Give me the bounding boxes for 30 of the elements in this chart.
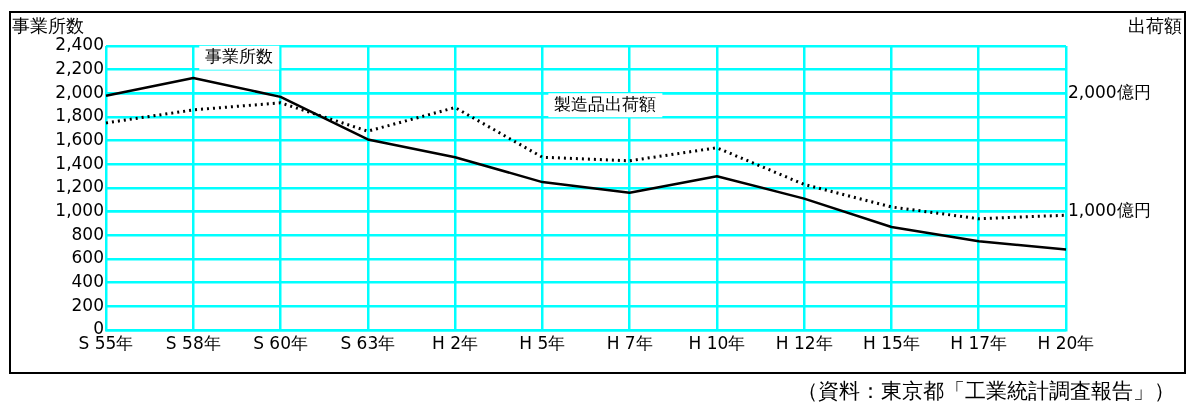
y2-tick-label: 1,000億円 — [1068, 200, 1151, 221]
x-tick-label: H 2年 — [432, 332, 479, 353]
y2-axis-title: 出荷額 — [1128, 15, 1182, 36]
x-tick-label: H 12年 — [775, 332, 833, 353]
x-tick-label: S 60年 — [253, 332, 308, 353]
x-tick-label: H 10年 — [688, 332, 746, 353]
y-tick-label: 1,600 — [55, 129, 104, 150]
y-tick-label: 1,400 — [55, 152, 104, 173]
y-tick-label: 400 — [71, 271, 104, 292]
y-tick-label: 1,800 — [55, 105, 104, 126]
x-tick-label: H 20年 — [1037, 332, 1095, 353]
y-tick-label: 1,000 — [55, 200, 104, 221]
series-label: 事業所数 — [205, 46, 274, 67]
x-tick-label: S 63年 — [340, 332, 396, 353]
x-tick-label: H 5年 — [519, 332, 566, 353]
y-tick-label: 200 — [71, 294, 104, 315]
x-tick-label: H 7年 — [606, 332, 653, 353]
y-tick-label: 2,400 — [55, 34, 104, 55]
y-tick-label: 2,000 — [55, 81, 104, 102]
x-tick-label: S 58年 — [165, 332, 221, 353]
text: （資料：東京都「工業統計調査報告」） — [797, 379, 1175, 403]
y2-tick-label: 2,000億円 — [1068, 81, 1151, 102]
y-tick-label: 1,200 — [55, 176, 104, 197]
x-tick-label: H 15年 — [863, 332, 920, 353]
x-tick-label: H 17年 — [950, 332, 1008, 353]
y-tick-label: 800 — [71, 223, 104, 244]
text: 製造品出荷額 — [554, 93, 657, 114]
y-axis-title: 事業所数 — [12, 15, 84, 36]
y-tick-label: 2,200 — [55, 58, 104, 79]
y-tick-label: 600 — [71, 247, 104, 268]
